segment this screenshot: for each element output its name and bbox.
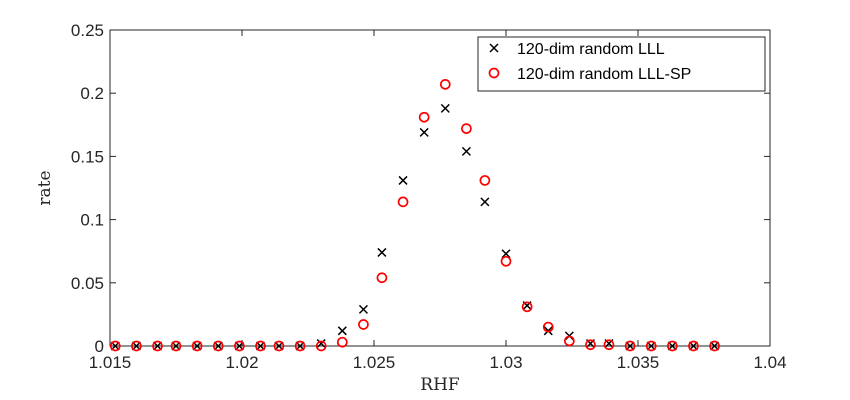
data-point-lll-sp [709, 340, 720, 352]
data-point-lll-sp [170, 340, 182, 352]
data-point-lll [667, 341, 677, 351]
data-point-lll [171, 341, 181, 351]
data-point-lll-sp [336, 336, 348, 348]
data-point-lll [213, 341, 223, 351]
data-point-lll-sp [624, 340, 636, 352]
x-tick-label: 1.03 [489, 353, 522, 372]
y-tick-label: 0.2 [80, 84, 104, 103]
x-axis-label: RHF [420, 375, 460, 395]
data-point-lll [419, 127, 429, 137]
x-tick-label: 1.025 [353, 353, 396, 372]
data-point-lll-sp [645, 340, 657, 352]
data-point-lll-sp [603, 339, 615, 351]
data-point-lll [152, 341, 163, 351]
data-point-lll-sp [542, 321, 554, 333]
y-tick-label: 0 [95, 337, 104, 356]
data-point-lll [358, 304, 368, 314]
data-point-lll [192, 341, 202, 351]
data-point-lll-sp [358, 319, 369, 330]
data-point-lll-sp [191, 340, 203, 352]
y-tick-label: 0.05 [71, 274, 104, 293]
data-point-lll [316, 338, 326, 349]
data-point-lll-sp [273, 340, 285, 352]
data-point-lll [501, 249, 511, 259]
data-point-lll-sp [688, 340, 699, 352]
data-point-lll [110, 341, 120, 351]
y-axis-label: rate [35, 170, 55, 205]
legend-marker-circle [488, 67, 500, 79]
data-point-lll-sp [397, 196, 409, 208]
x-tick-label: 1.04 [753, 353, 786, 372]
x-tick-label: 1.035 [617, 353, 660, 372]
data-point-lll-sp [500, 255, 512, 267]
data-point-lll [234, 341, 244, 351]
data-point-lll-sp [439, 79, 451, 90]
data-point-lll [274, 341, 284, 351]
data-point-lll [461, 146, 471, 156]
legend-label-lll-sp: 120-dim random LLL-SP [517, 66, 691, 83]
legend: 120-dim random LLL 120-dim random LLL-SP [477, 36, 766, 92]
data-point-lll-sp [152, 340, 163, 352]
data-point-lll [337, 326, 347, 336]
data-point-lll [688, 341, 698, 351]
y-tick-label: 0.1 [80, 211, 104, 230]
legend-label-lll: 120-dim random LLL [517, 41, 665, 58]
data-point-lll-sp [564, 335, 575, 347]
y-tick-label: 0.15 [71, 147, 104, 166]
data-point-lll-sp [294, 340, 306, 352]
data-point-lll-sp [131, 340, 142, 352]
data-point-lll [131, 341, 141, 351]
data-point-lll [625, 341, 635, 351]
data-point-lll-sp [585, 339, 596, 351]
data-point-lll [440, 103, 450, 113]
data-point-lll [710, 341, 720, 351]
data-point-lll-sp [234, 340, 245, 352]
data-point-lll [377, 247, 387, 257]
y-tick-label: 0.25 [71, 21, 104, 40]
axis-ticks: 1.015 1.02 1.025 1.03 1.035 1.04 0 0.05 0.1 0.15 0… [71, 21, 787, 372]
data-point-lll-sp [255, 340, 266, 352]
data-point-lll-sp [521, 301, 533, 313]
x-tick-label: 1.02 [225, 353, 258, 372]
data-point-lll-sp [315, 340, 327, 352]
data-point-lll-sp [376, 272, 388, 284]
data-point-lll-sp [109, 340, 121, 352]
data-point-lll [480, 197, 490, 207]
data-markers [109, 79, 720, 352]
data-point-lll-sp [666, 340, 678, 352]
data-point-lll [398, 175, 408, 185]
data-point-lll [255, 341, 266, 351]
data-point-lll-sp [418, 111, 430, 123]
data-point-lll [646, 341, 656, 351]
legend-marker-x [489, 43, 499, 53]
data-point-lll-sp [212, 340, 224, 352]
x-tick-label: 1.015 [89, 353, 132, 372]
legend-box [477, 36, 766, 92]
data-point-lll-sp [461, 123, 472, 134]
data-point-lll [295, 341, 305, 351]
data-point-lll-sp [479, 175, 491, 186]
